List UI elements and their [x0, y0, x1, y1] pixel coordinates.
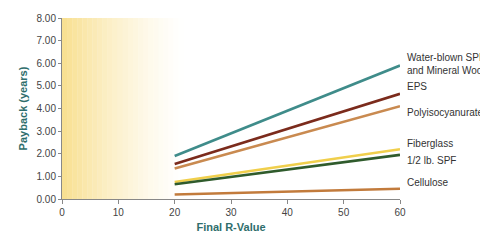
- svg-text:Payback (years): Payback (years): [17, 66, 29, 150]
- svg-text:1.00: 1.00: [37, 171, 57, 182]
- svg-text:20: 20: [169, 207, 181, 218]
- svg-text:3.00: 3.00: [37, 126, 57, 137]
- svg-text:Cellulose: Cellulose: [407, 177, 449, 188]
- svg-text:50: 50: [338, 207, 350, 218]
- svg-text:0: 0: [59, 207, 65, 218]
- svg-text:Fiberglass: Fiberglass: [407, 138, 453, 149]
- svg-text:8.00: 8.00: [37, 13, 57, 24]
- svg-text:Water-blown SPFand Mineral Woo: Water-blown SPFand Mineral Wool: [407, 52, 480, 76]
- svg-text:60: 60: [394, 207, 406, 218]
- svg-text:7.00: 7.00: [37, 35, 57, 46]
- svg-text:5.00: 5.00: [37, 80, 57, 91]
- svg-text:EPS: EPS: [407, 81, 427, 92]
- svg-text:30: 30: [225, 207, 237, 218]
- svg-text:40: 40: [282, 207, 294, 218]
- svg-text:4.00: 4.00: [37, 103, 57, 114]
- svg-text:Final R-Value: Final R-Value: [196, 221, 265, 233]
- svg-text:0.00: 0.00: [37, 194, 57, 205]
- svg-text:2.00: 2.00: [37, 148, 57, 159]
- svg-text:6.00: 6.00: [37, 58, 57, 69]
- svg-text:10: 10: [113, 207, 125, 218]
- svg-text:Polyisocyanurate: Polyisocyanurate: [407, 107, 480, 118]
- svg-text:1/2 lb. SPF: 1/2 lb. SPF: [407, 155, 456, 166]
